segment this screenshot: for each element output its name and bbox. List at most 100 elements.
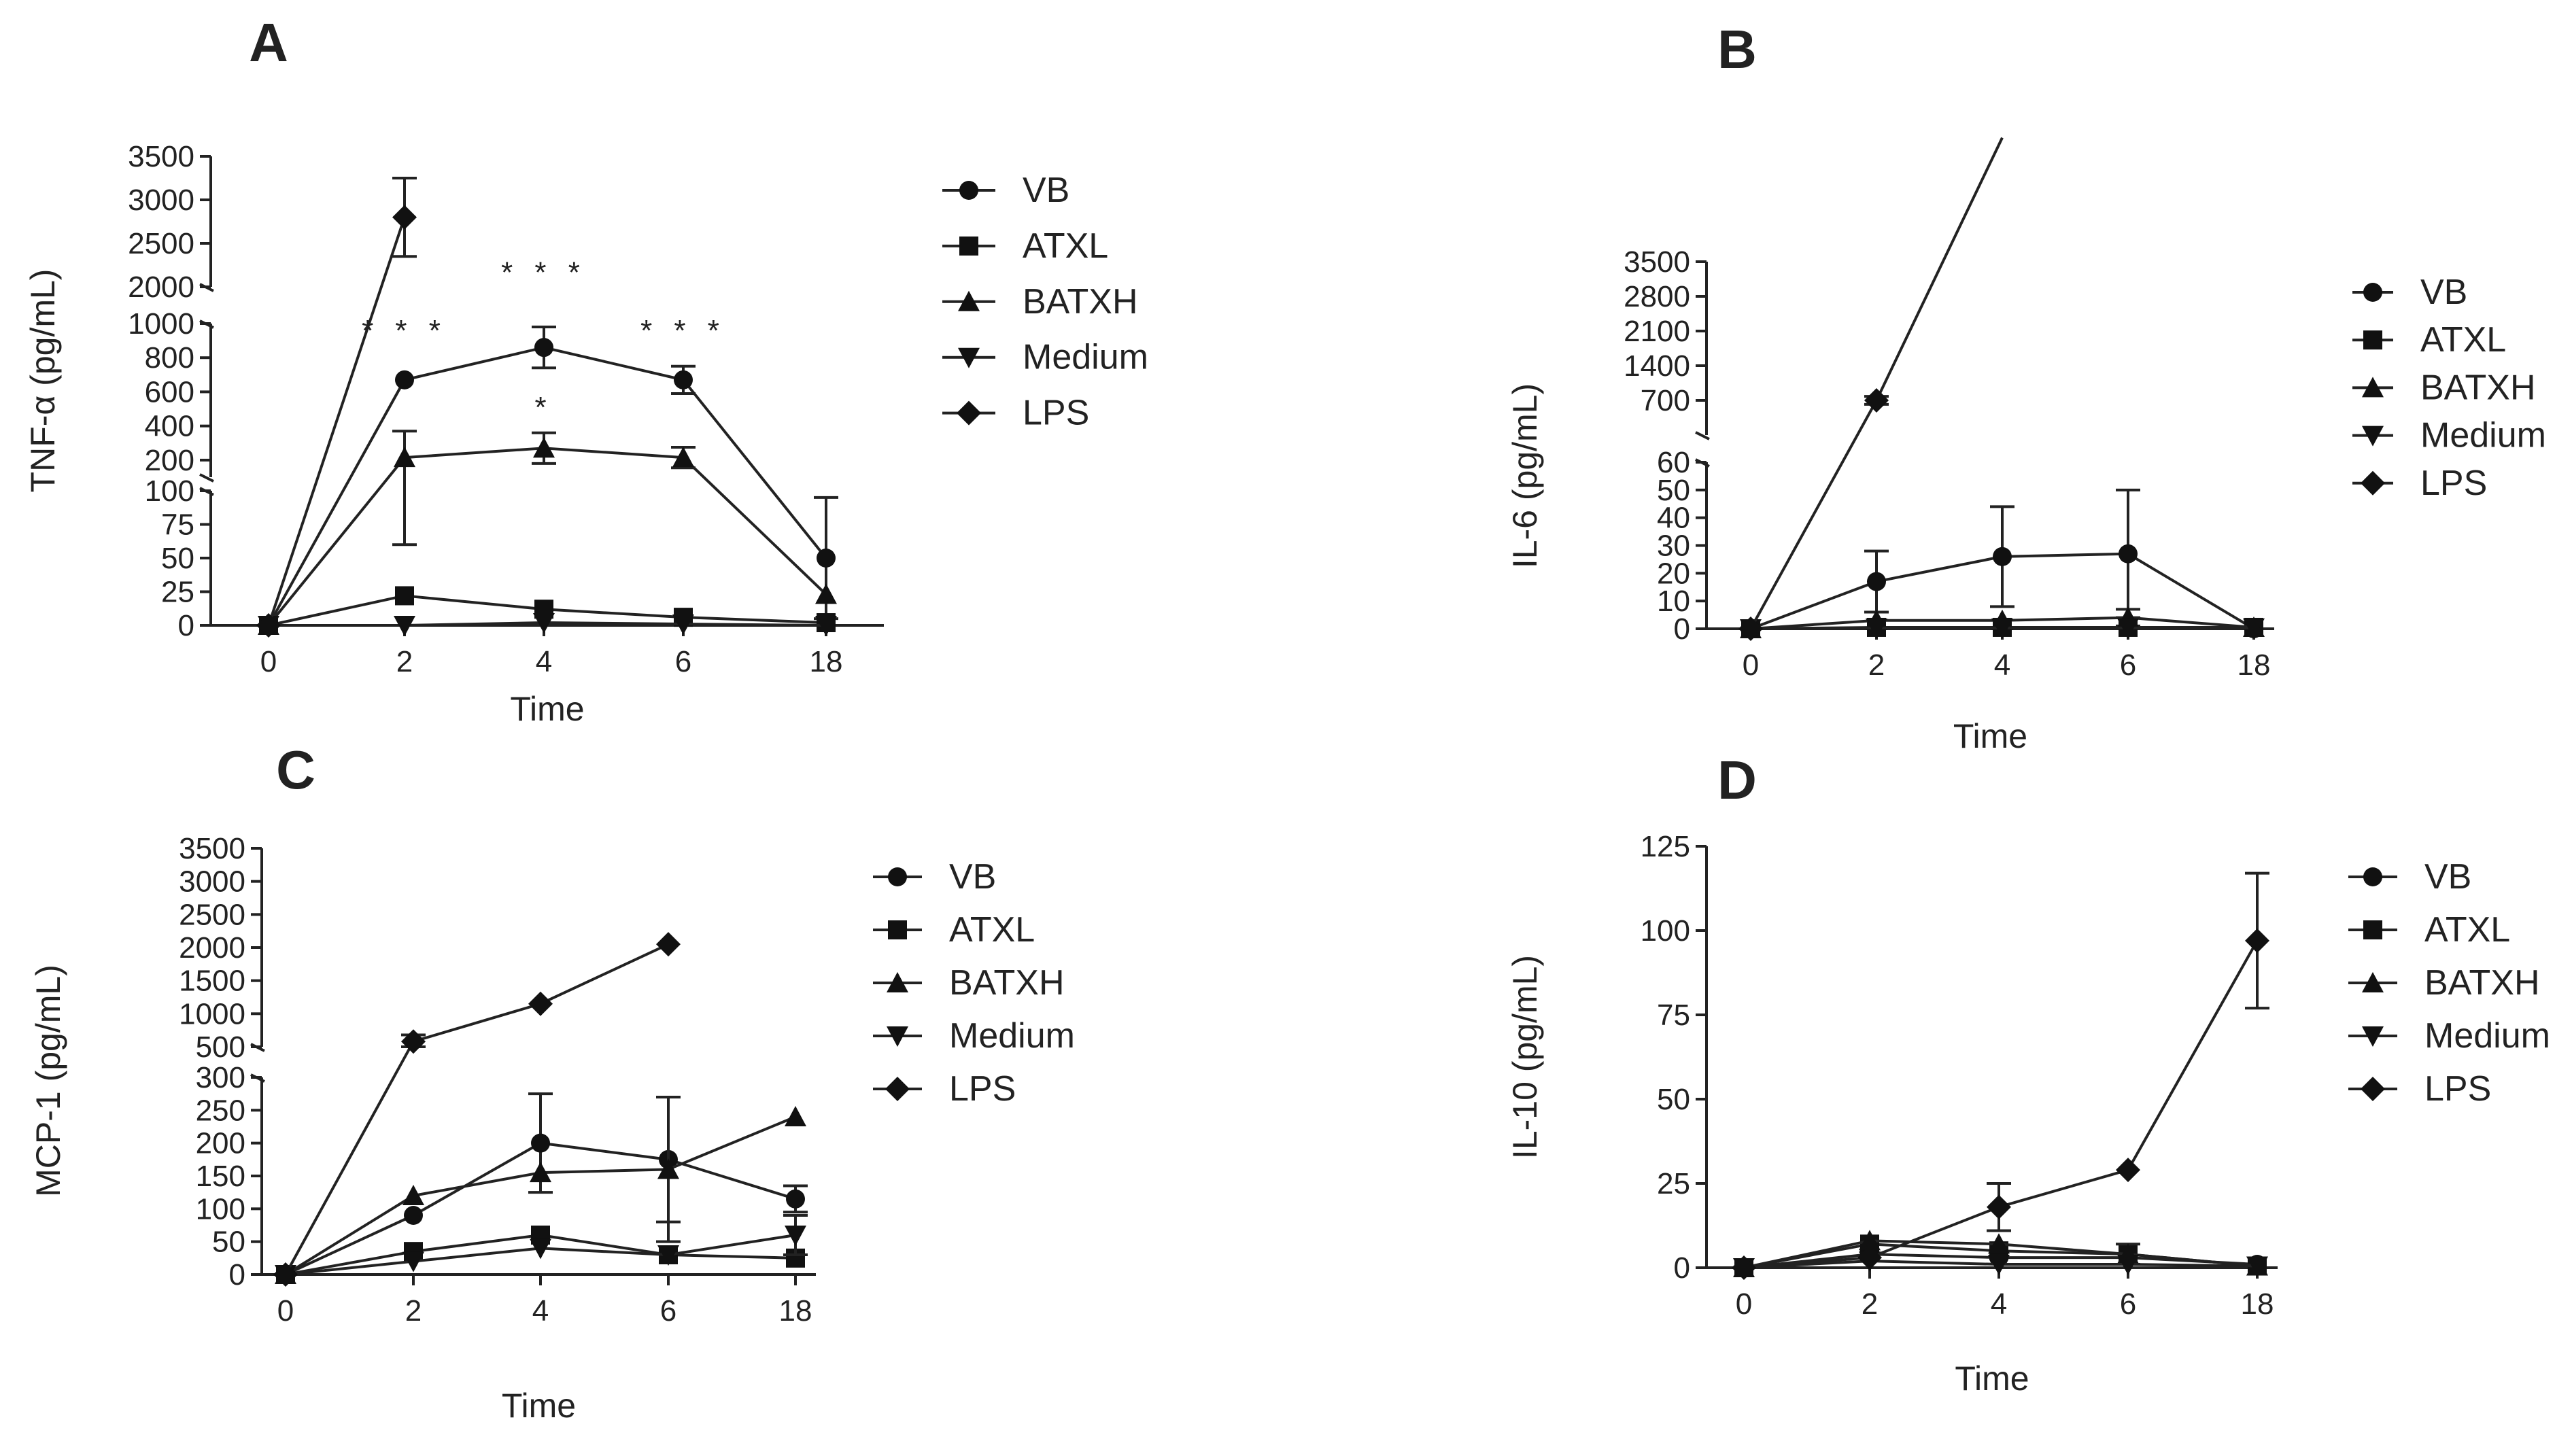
x-tick-label: 0 (277, 1294, 294, 1328)
series-line-segment (540, 1247, 669, 1256)
x-tick-label: 6 (660, 1294, 676, 1328)
legend-label: VB (949, 857, 996, 897)
legend-item-medium: Medium (942, 338, 1148, 377)
legend-item-medium: Medium (873, 1016, 1075, 1056)
x-tick-label: 18 (779, 1294, 812, 1328)
series-lps (1738, 137, 2004, 641)
data-point-lps (1732, 1255, 1756, 1280)
legend-item-lps: LPS (942, 394, 1089, 433)
y-tick-label: 2500 (128, 227, 194, 260)
data-point-vb (395, 370, 414, 389)
legend-marker (2363, 920, 2382, 939)
legend-label: BATXH (2420, 368, 2536, 407)
x-tick-label: 4 (536, 645, 552, 678)
y-axis-title: IL-6 (pg/mL) (1506, 383, 1544, 568)
series-vb (259, 326, 838, 635)
y-tick-label: 50 (212, 1226, 245, 1259)
y-tick-label: 50 (1657, 1083, 1690, 1116)
data-point-lps (392, 205, 417, 230)
series-line-segment (1749, 400, 1878, 629)
legend-label: VB (1023, 171, 1069, 210)
y-tick-label: 1400 (1624, 349, 1690, 383)
y-tick-label: 500 (196, 1030, 245, 1064)
significance-stars: * * * (362, 314, 447, 347)
x-axis-title: Time (1955, 1359, 2029, 1398)
significance-stars: * * * (640, 314, 726, 347)
series-line-segment (1998, 1168, 2129, 1209)
series-line-segment (1869, 1239, 2000, 1246)
data-point-medium (402, 1251, 424, 1272)
series-line-segment (540, 1141, 669, 1161)
legend-marker (2362, 972, 2384, 992)
series-lps (273, 932, 681, 1287)
data-point-medium (2243, 618, 2265, 639)
legend-marker (957, 400, 981, 426)
y-tick-label: 0 (1674, 1251, 1690, 1285)
legend-label: VB (2424, 857, 2471, 897)
x-tick-label: 2 (1868, 648, 1885, 682)
significance-stars: * * * (501, 256, 587, 290)
legend-marker (2363, 330, 2382, 350)
series-line-segment (268, 594, 405, 627)
legend-item-atxl: ATXL (942, 226, 1108, 266)
data-point-vb (674, 370, 693, 389)
legend-label: VB (2420, 273, 2467, 312)
y-tick-label: 800 (145, 341, 194, 375)
legend-label: LPS (2420, 464, 2487, 503)
series-line-segment (413, 1171, 541, 1197)
y-tick-label: 2000 (128, 271, 194, 304)
data-point-batxh (530, 1162, 551, 1183)
legend-label: BATXH (2424, 963, 2540, 1003)
data-point-lps (256, 613, 281, 638)
y-tick-label: 250 (196, 1094, 245, 1127)
y-tick-label: 400 (145, 410, 194, 443)
panel-letter: D (1717, 750, 1757, 810)
y-tick-label: 0 (229, 1258, 245, 1292)
series-line-segment (1743, 1239, 1870, 1269)
data-point-medium (657, 1245, 679, 1266)
series-line-segment (413, 1141, 541, 1217)
series-lps (256, 177, 417, 638)
series-line-segment (1750, 580, 1877, 630)
legend-marker (2361, 1077, 2385, 1101)
series-line-segment (540, 943, 669, 1005)
series-line-segment (413, 1002, 541, 1043)
series-line-segment (2002, 616, 2129, 622)
y-tick-label: 3500 (128, 140, 194, 173)
data-point-medium (785, 1226, 806, 1246)
series-line-segment (285, 1214, 414, 1276)
axis-break-mark (199, 319, 214, 329)
data-point-medium (1866, 618, 1887, 639)
series-line-segment (1998, 1243, 2129, 1256)
x-tick-label: 0 (1743, 648, 1759, 682)
data-point-lps (2116, 1158, 2140, 1183)
x-tick-label: 0 (1736, 1287, 1752, 1321)
legend-item-atxl: ATXL (2348, 910, 2510, 950)
series-line-segment (404, 346, 545, 381)
y-tick-label: 0 (1674, 612, 1690, 646)
data-point-medium (533, 613, 555, 634)
y-tick-label: 50 (161, 542, 194, 575)
legend-label: BATXH (1023, 282, 1138, 322)
legend-item-atxl: ATXL (873, 910, 1035, 950)
data-point-medium (672, 614, 694, 636)
series-line-segment (668, 1253, 796, 1260)
y-tick-label: 150 (196, 1160, 245, 1193)
x-tick-label: 18 (2241, 1287, 2274, 1321)
y-tick-label: 10 (1657, 585, 1690, 618)
legend-item-batxh: BATXH (942, 282, 1138, 322)
series-line-segment (668, 1115, 796, 1171)
data-point-batxh (1988, 1233, 2010, 1254)
legend-label: ATXL (1023, 226, 1108, 266)
data-point-lps (1738, 617, 1763, 641)
legend-marker (887, 972, 908, 992)
data-point-batxh (394, 447, 415, 468)
y-tick-label: 3500 (1624, 245, 1690, 279)
data-point-atxl (395, 586, 414, 606)
data-point-batxh (785, 1106, 806, 1126)
y-tick-label: 30 (1657, 530, 1690, 563)
legend-marker (959, 181, 978, 200)
series-line-segment (682, 456, 827, 595)
data-point-lps (1987, 1194, 2011, 1219)
y-tick-label: 60 (1657, 446, 1690, 479)
